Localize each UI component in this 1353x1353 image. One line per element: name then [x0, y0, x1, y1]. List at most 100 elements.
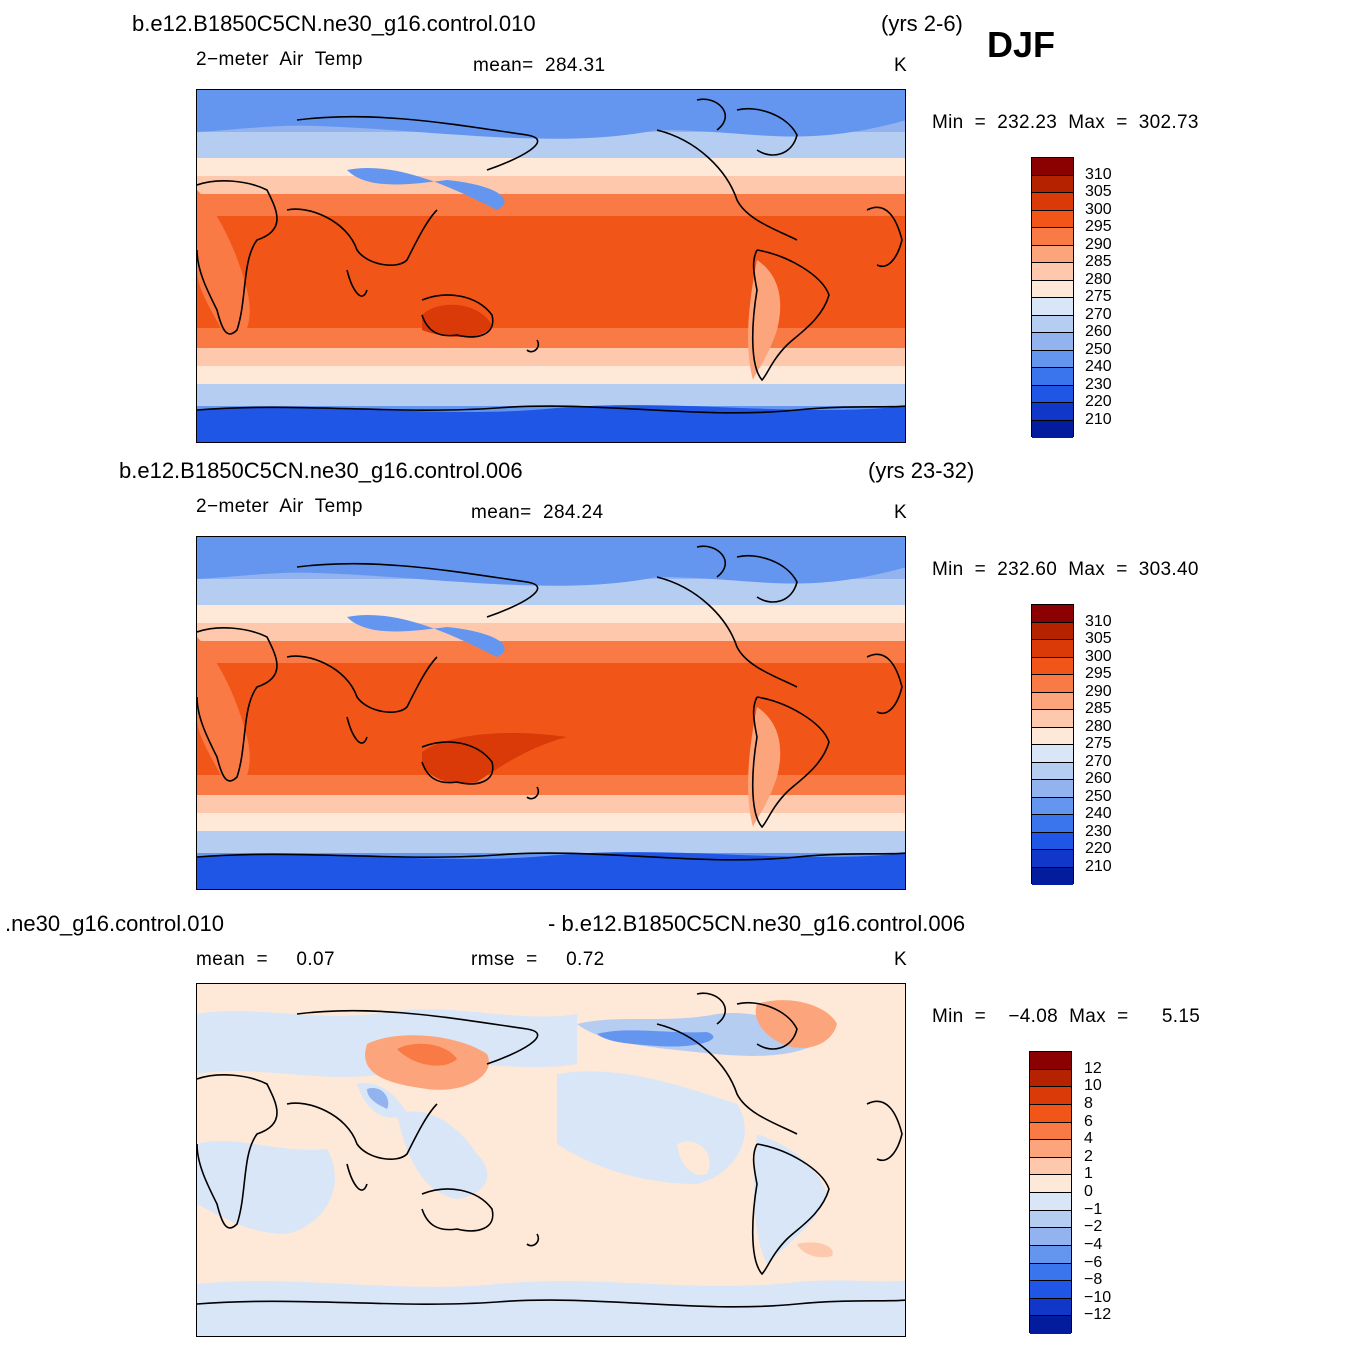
temp-colorbar-label: 210 [1085, 857, 1112, 875]
diff-colorbar-swatch [1030, 1104, 1071, 1123]
panel3-case-right: - b.e12.B1850C5CN.ne30_g16.control.006 [548, 911, 966, 936]
temp-colorbar-label: 310 [1085, 165, 1112, 183]
temp-colorbar-swatch [1032, 175, 1073, 193]
temp-colorbar-swatch [1032, 832, 1073, 850]
diff-colorbar-label: 10 [1084, 1077, 1102, 1095]
temp-colorbar-label: 305 [1085, 183, 1112, 200]
diff-colorbar-swatch [1030, 1210, 1071, 1229]
temp-colorbar-label: 250 [1085, 787, 1112, 805]
temp-colorbar-label: 280 [1085, 270, 1112, 288]
panel1-years: (yrs 2-6) [881, 11, 963, 36]
temp-colorbar-label: 300 [1085, 200, 1112, 218]
temp-colorbar-label: 240 [1085, 358, 1112, 375]
diff-colorbar-swatch [1030, 1263, 1071, 1282]
temp-colorbar-swatch [1032, 158, 1073, 176]
temp-colorbar-swatch [1032, 710, 1073, 728]
temp-colorbar-label: 220 [1085, 840, 1112, 857]
panel1-minmax: Min = 232.23 Max = 302.73 [932, 112, 1199, 133]
panel2-map-svg [197, 537, 905, 889]
temp-colorbar-swatch [1032, 280, 1073, 298]
panel3-units: K [894, 949, 908, 970]
panel3-map-svg [197, 984, 905, 1336]
diff-colorbar-label: −6 [1084, 1253, 1103, 1271]
diff-colorbar-swatch [1030, 1175, 1071, 1193]
panel3-mean: mean = 0.07 [196, 949, 335, 970]
diff-colorbar-label: −2 [1084, 1218, 1103, 1236]
diff-colorbar-label: −1 [1084, 1200, 1103, 1218]
panel2-minmax: Min = 232.60 Max = 303.40 [932, 559, 1199, 580]
diff-colorbar-swatch [1030, 1087, 1071, 1105]
temp-colorbar-swatch [1032, 333, 1073, 351]
temp-colorbar-swatch [1032, 850, 1073, 868]
temp-colorbar-swatch [1032, 745, 1073, 763]
temp-colorbar-swatch [1032, 228, 1073, 246]
temp-colorbar-label: 295 [1085, 665, 1112, 682]
temp-colorbar-swatch [1032, 403, 1073, 421]
diff-colorbar-swatch [1030, 1157, 1071, 1176]
temp-colorbar-label: 270 [1085, 752, 1112, 770]
temp-colorbar-swatch [1032, 315, 1073, 333]
temp-colorbar-label: 210 [1085, 410, 1112, 428]
temp-colorbar-swatch [1032, 640, 1073, 658]
panel1-mean: mean= 284.31 [473, 55, 606, 76]
diff-colorbar-swatch [1030, 1298, 1071, 1317]
temp-colorbar-swatch [1032, 622, 1073, 640]
temp-colorbar-label: 285 [1085, 700, 1112, 717]
temp-colorbar-swatch [1032, 762, 1073, 780]
panel1-map [196, 89, 906, 443]
temp-colorbar-label: 305 [1085, 630, 1112, 647]
season-label: DJF [987, 24, 1056, 65]
diff-colorbar-label: −4 [1084, 1235, 1103, 1253]
diff-colorbar-swatch [1030, 1140, 1071, 1158]
temp-colorbar-swatch [1032, 420, 1073, 438]
temp-colorbar-swatch [1032, 298, 1073, 316]
temp-colorbar-label: 290 [1085, 682, 1112, 700]
panel2-variable: 2−meter Air Temp [196, 496, 363, 517]
temp-colorbar-label: 270 [1085, 305, 1112, 323]
diff-colorbar-label: 12 [1084, 1059, 1102, 1077]
panel1-map-svg [197, 90, 905, 442]
temp-colorbar-swatch [1032, 245, 1073, 263]
panel2-case-title: b.e12.B1850C5CN.ne30_g16.control.006 [119, 458, 523, 483]
temp-colorbar-label: 275 [1085, 288, 1112, 305]
diff-colorbar-label: 4 [1084, 1130, 1093, 1148]
temp-colorbar-label: 290 [1085, 235, 1112, 253]
diff-colorbar-label: 8 [1084, 1094, 1093, 1112]
panel2-years: (yrs 23-32) [868, 458, 975, 483]
temp-colorbar-swatch [1032, 263, 1073, 281]
panel3-minmax: Min = −4.08 Max = 5.15 [932, 1006, 1201, 1027]
diff-colorbar-swatch [1030, 1245, 1071, 1264]
temp-colorbar-label: 230 [1085, 822, 1112, 840]
temp-colorbar-swatch [1032, 193, 1073, 211]
temp-colorbar-label: 260 [1085, 770, 1112, 787]
temp-colorbar-label: 240 [1085, 805, 1112, 822]
temp-colorbar-swatch [1032, 797, 1073, 815]
diff-colorbar-label: 0 [1084, 1183, 1093, 1200]
temp-colorbar-label: 250 [1085, 340, 1112, 358]
diff-colorbar-swatch [1030, 1316, 1071, 1334]
temp-colorbar-label: 285 [1085, 253, 1112, 270]
diff-colorbar-swatch [1030, 1122, 1071, 1141]
panel3-case-left: .ne30_g16.control.010 [5, 911, 224, 936]
panel2-mean: mean= 284.24 [471, 502, 604, 523]
diff-colorbar-swatch [1030, 1228, 1071, 1246]
temp-colorbar-swatch [1032, 385, 1073, 403]
temp-colorbar-label: 300 [1085, 647, 1112, 665]
temp-colorbar-swatch [1032, 675, 1073, 693]
diff-colorbar-label: −12 [1084, 1306, 1112, 1324]
temp-colorbar-swatch [1032, 350, 1073, 368]
diff-colorbar-label: 6 [1084, 1112, 1093, 1130]
panel3-map [196, 983, 906, 1337]
panel3-rmse: rmse = 0.72 [471, 949, 605, 970]
diff-colorbar-swatch [1030, 1052, 1071, 1070]
temp-colorbar-label: 310 [1085, 612, 1112, 630]
temp-colorbar-swatch [1032, 727, 1073, 745]
diff-colorbar-swatch [1030, 1069, 1071, 1088]
temp-colorbar-label: 220 [1085, 393, 1112, 410]
diff-colorbar-label: −8 [1084, 1271, 1103, 1289]
panel3-colorbar [1029, 1051, 1072, 1334]
temp-colorbar-swatch [1032, 692, 1073, 710]
panel1-case-title: b.e12.B1850C5CN.ne30_g16.control.010 [132, 11, 536, 36]
temp-colorbar-swatch [1032, 867, 1073, 885]
diff-colorbar-swatch [1030, 1193, 1071, 1211]
